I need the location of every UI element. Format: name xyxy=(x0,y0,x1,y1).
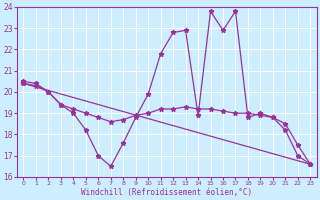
X-axis label: Windchill (Refroidissement éolien,°C): Windchill (Refroidissement éolien,°C) xyxy=(81,188,252,197)
